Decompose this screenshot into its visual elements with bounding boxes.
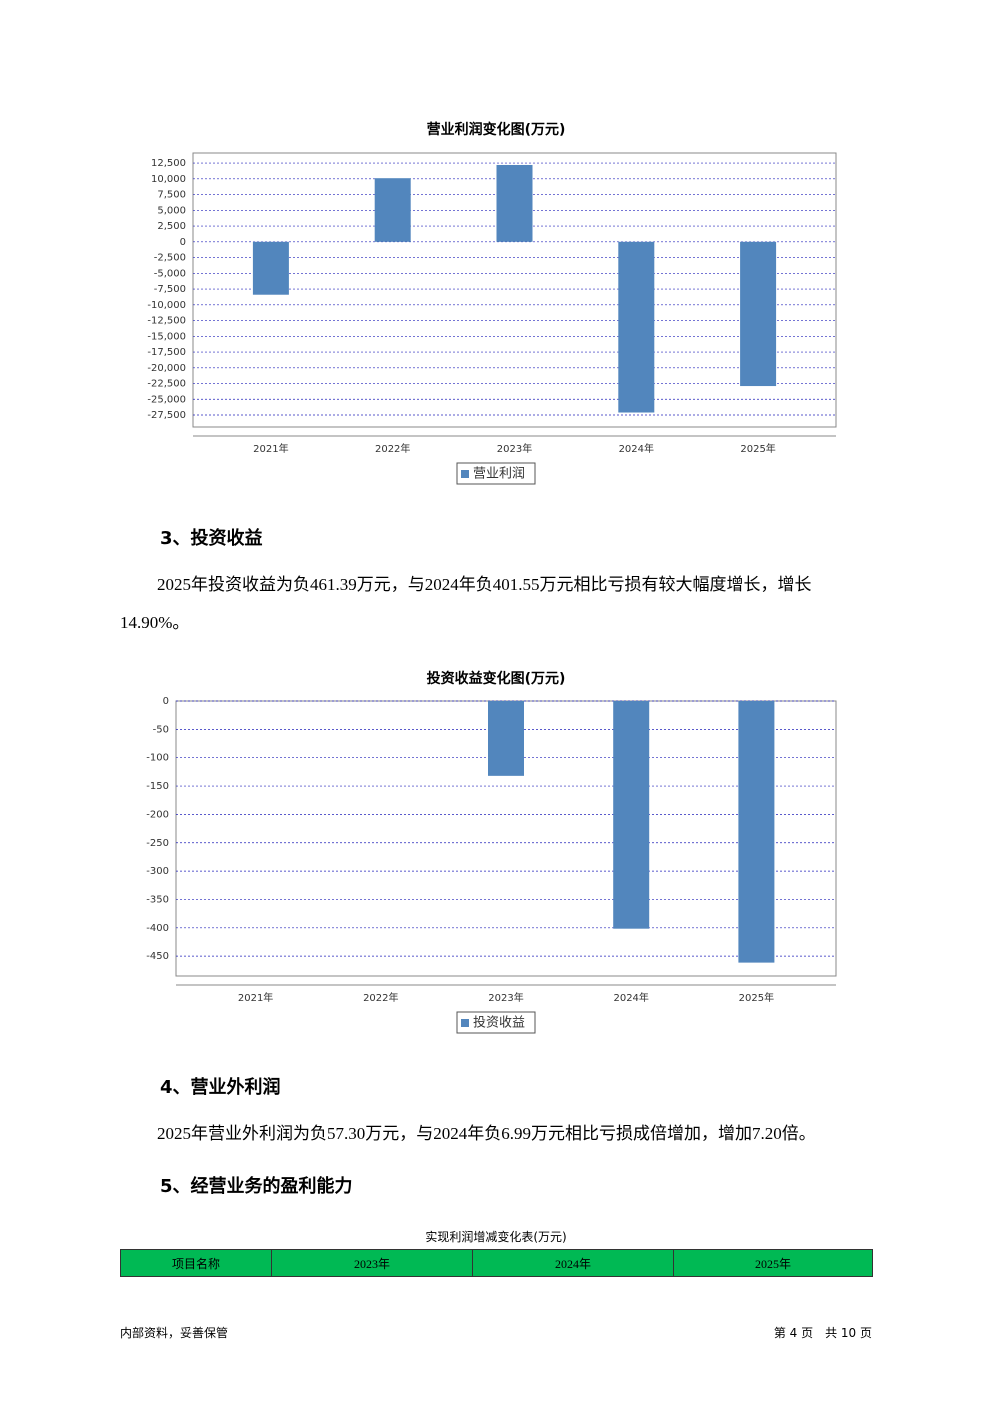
y-tick-label: -7,500 bbox=[154, 284, 186, 295]
legend-box bbox=[456, 462, 536, 485]
y-tick-label: -20,000 bbox=[147, 363, 186, 374]
section-heading: 4、营业外利润 bbox=[160, 1077, 281, 1098]
y-tick-label: 0 bbox=[180, 237, 186, 248]
bar bbox=[618, 241, 655, 413]
y-tick-label: -25,000 bbox=[147, 394, 186, 405]
y-tick-label: -250 bbox=[146, 838, 169, 849]
y-tick-label: -17,500 bbox=[147, 347, 186, 358]
y-tick-label: -2,500 bbox=[154, 253, 186, 264]
y-tick-label: -15,000 bbox=[147, 331, 186, 342]
x-tick-label: 2023年 bbox=[497, 442, 532, 455]
x-tick-label: 2021年 bbox=[253, 442, 288, 455]
x-tick-label: 2022年 bbox=[375, 442, 410, 455]
x-tick-label: 2024年 bbox=[613, 991, 648, 1004]
y-tick-label: -50 bbox=[153, 724, 169, 735]
x-tick-label: 2024年 bbox=[619, 442, 654, 455]
x-tick-label: 2021年 bbox=[238, 991, 273, 1004]
y-tick-label: 12,500 bbox=[151, 158, 186, 169]
x-tick-label: 2022年 bbox=[363, 991, 398, 1004]
footer-left: 内部资料，妥善保管 bbox=[120, 1326, 229, 1340]
y-tick-label: 7,500 bbox=[157, 190, 186, 201]
table-header-cell: 2025年 bbox=[673, 1249, 873, 1277]
y-tick-label: 5,000 bbox=[157, 205, 186, 216]
table-header-cell: 项目名称 bbox=[120, 1249, 272, 1277]
section-heading: 3、投资收益 bbox=[160, 528, 263, 549]
bar bbox=[252, 241, 289, 295]
y-tick-label: -22,500 bbox=[147, 379, 186, 390]
x-tick-label: 2023年 bbox=[488, 991, 523, 1004]
chart-title: 投资收益变化图(万元) bbox=[427, 670, 566, 687]
y-tick-label: -300 bbox=[146, 866, 169, 877]
y-tick-label: -10,000 bbox=[147, 300, 186, 311]
paragraph: 2025年营业外利润为负57.30万元，与2024年负6.99万元相比亏损成倍增… bbox=[157, 1124, 816, 1143]
bar bbox=[488, 701, 524, 776]
paragraph: 2025年投资收益为负461.39万元，与2024年负401.55万元相比亏损有… bbox=[120, 575, 812, 632]
chart-title: 营业利润变化图(万元) bbox=[427, 121, 566, 138]
table-caption: 实现利润增减变化表(万元) bbox=[425, 1230, 567, 1244]
legend-label: 投资收益 bbox=[473, 1015, 525, 1031]
plot-area bbox=[192, 152, 837, 428]
table-header-cell: 2024年 bbox=[472, 1249, 674, 1277]
y-tick-label: 10,000 bbox=[151, 174, 186, 185]
bar bbox=[738, 701, 775, 963]
bar bbox=[613, 701, 650, 929]
y-tick-label: -12,500 bbox=[147, 316, 186, 327]
x-tick-label: 2025年 bbox=[739, 991, 774, 1004]
legend-box bbox=[456, 1011, 536, 1034]
y-tick-label: -450 bbox=[146, 951, 169, 962]
table-header-cell: 2023年 bbox=[271, 1249, 473, 1277]
y-tick-label: -100 bbox=[146, 753, 169, 764]
y-tick-label: 2,500 bbox=[157, 221, 186, 232]
x-tick-label: 2025年 bbox=[740, 442, 775, 455]
y-tick-label: -5,000 bbox=[154, 268, 186, 279]
y-tick-label: -150 bbox=[146, 781, 169, 792]
bar bbox=[374, 178, 411, 242]
legend-label: 营业利润 bbox=[473, 467, 525, 482]
y-tick-label: -200 bbox=[146, 809, 169, 820]
y-tick-label: -400 bbox=[146, 923, 169, 934]
table: 项目名称 2023年 2024年 2025年 bbox=[120, 1249, 873, 1277]
legend-swatch bbox=[461, 1019, 469, 1027]
section-heading: 5、经营业务的盈利能力 bbox=[160, 1176, 353, 1197]
y-tick-label: -27,500 bbox=[147, 410, 186, 421]
y-tick-label: 0 bbox=[163, 696, 169, 707]
bar bbox=[496, 164, 533, 242]
legend-swatch bbox=[461, 470, 469, 478]
footer-right: 第 4 页 共 10 页 bbox=[773, 1326, 872, 1340]
bar bbox=[740, 241, 777, 387]
y-tick-label: -350 bbox=[146, 894, 169, 905]
